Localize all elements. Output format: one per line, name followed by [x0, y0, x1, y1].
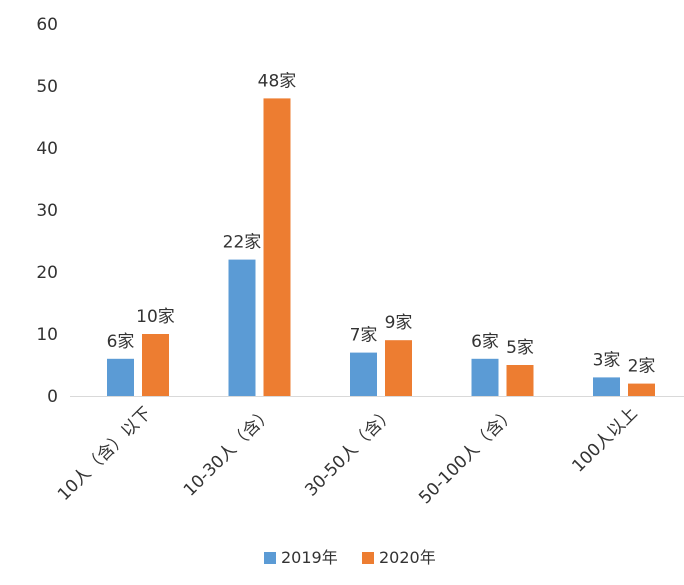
- legend[interactable]: 2019年 2020年: [264, 548, 436, 567]
- data-label: 48家: [258, 71, 297, 91]
- data-label: 2家: [628, 357, 656, 377]
- data-label: 22家: [223, 233, 262, 253]
- category-labels: 10人（含）以下 10-30人（含） 30-50人（含） 50-100人（含） 100人…: [54, 403, 642, 508]
- bar-series-2: [142, 334, 169, 396]
- bar-series-1: [107, 358, 134, 396]
- data-label: 6家: [471, 332, 499, 352]
- y-tick-label: 10: [36, 325, 58, 345]
- data-label: 6家: [107, 332, 135, 352]
- legend-label: 2019年: [281, 548, 338, 567]
- y-tick-label: 40: [36, 139, 58, 159]
- data-label: 7家: [350, 326, 378, 346]
- bar-series-2: [263, 98, 291, 397]
- data-label: 9家: [385, 313, 413, 333]
- x-category-label: 10-30人（含）: [180, 403, 277, 500]
- data-label: 3家: [593, 350, 621, 370]
- legend-item[interactable]: 2020年: [362, 548, 436, 567]
- bar-series-1: [593, 377, 620, 396]
- y-axis-ticks: 0 10 20 30 40 50 60: [36, 15, 58, 407]
- bar-series-1: [471, 358, 499, 396]
- bar-series-2: [506, 365, 534, 396]
- legend-label: 2020年: [379, 548, 436, 567]
- bar-series-2: [385, 340, 412, 396]
- legend-swatch: [362, 552, 374, 564]
- y-tick-label: 60: [36, 15, 58, 35]
- y-tick-label: 30: [36, 201, 58, 221]
- bar-series-1: [228, 259, 256, 396]
- bar-series-2: [628, 383, 655, 396]
- bars: [107, 98, 655, 397]
- bar-series-1: [350, 352, 377, 396]
- legend-item[interactable]: 2019年: [264, 548, 338, 567]
- x-category-label: 30-50人（含）: [301, 403, 398, 500]
- y-tick-label: 20: [36, 263, 58, 283]
- legend-swatch: [264, 552, 276, 564]
- x-category-label: 50-100人（含）: [415, 403, 520, 508]
- data-label: 5家: [506, 338, 534, 358]
- x-category-label: 10人（含）以下: [54, 403, 156, 505]
- y-tick-label: 0: [47, 387, 58, 407]
- x-category-label: 100人以上: [568, 403, 641, 476]
- y-tick-label: 50: [36, 77, 58, 97]
- data-label: 10家: [136, 307, 175, 327]
